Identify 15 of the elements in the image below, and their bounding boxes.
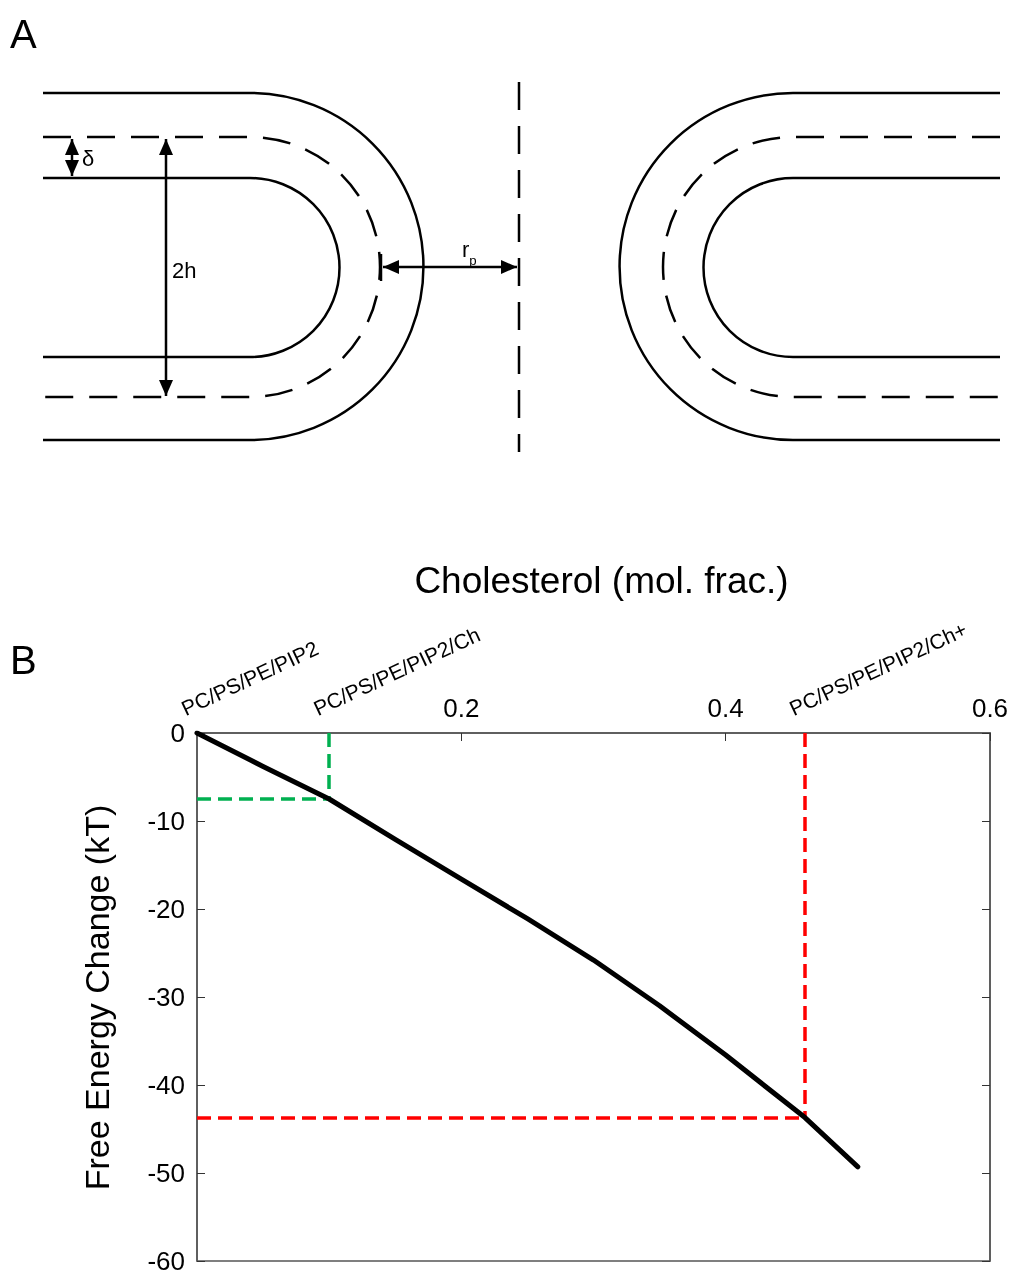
y-tick-label: -20 <box>147 894 185 924</box>
text: 2h <box>172 258 197 283</box>
y-tick-label: 0 <box>170 718 185 748</box>
y-tick-label: -10 <box>147 806 185 836</box>
y-tick-label: -50 <box>147 1158 185 1188</box>
x-tick-label: 0.6 <box>971 693 1009 723</box>
y-tick-label: -60 <box>147 1246 185 1274</box>
text: A <box>10 12 37 56</box>
text: δ <box>82 146 95 171</box>
x-tick-label: 0.4 <box>707 693 744 723</box>
y-tick-label: -40 <box>147 1070 185 1100</box>
chart-title: B <box>10 638 37 682</box>
x-axis-title: Cholesterol (mol. frac.) <box>414 559 789 601</box>
y-tick-label: -30 <box>147 982 185 1012</box>
y-axis-title: Free Energy Change (kT) <box>78 804 116 1191</box>
